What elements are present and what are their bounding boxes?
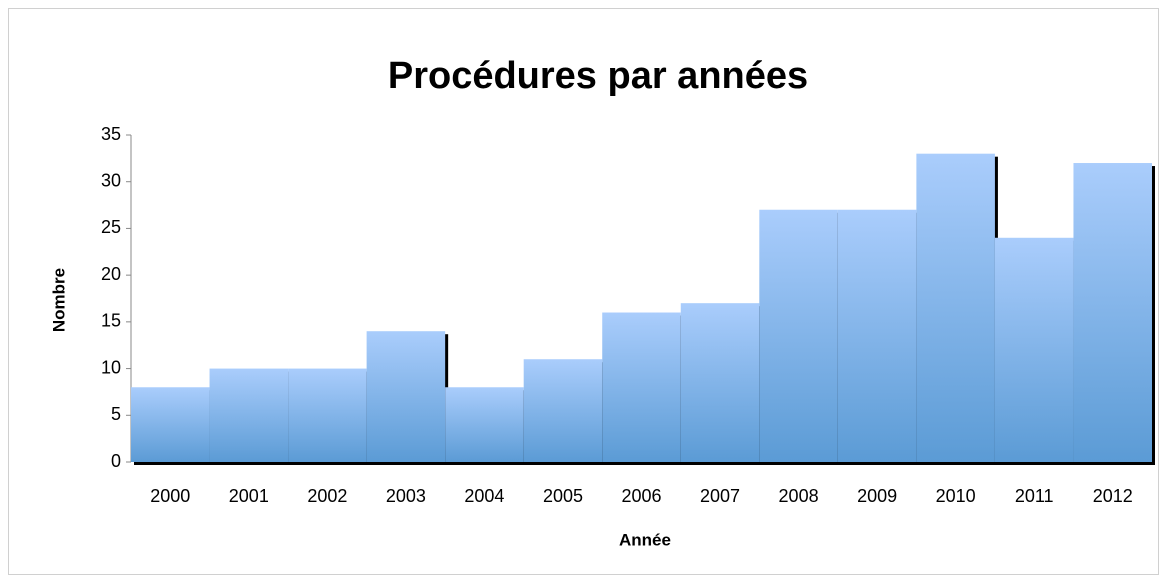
x-tick-label: 2003 bbox=[386, 486, 426, 506]
x-tick-label: 2004 bbox=[464, 486, 504, 506]
y-tick-label: 15 bbox=[101, 311, 121, 331]
y-axis-title: Nombre bbox=[49, 268, 68, 332]
bar bbox=[759, 209, 838, 462]
bar bbox=[445, 387, 524, 462]
x-tick-label: 2008 bbox=[779, 486, 819, 506]
y-tick-label: 5 bbox=[111, 404, 121, 424]
bar bbox=[602, 312, 681, 462]
x-tick-label: 2012 bbox=[1093, 486, 1133, 506]
bar bbox=[288, 368, 367, 462]
x-tick-label: 2001 bbox=[229, 486, 269, 506]
bar bbox=[994, 237, 1074, 462]
y-tick-label: 20 bbox=[101, 264, 121, 284]
chart-title: Procédures par années bbox=[388, 55, 808, 97]
x-tick-label: 2002 bbox=[307, 486, 347, 506]
x-axis-title: Année bbox=[619, 530, 671, 549]
bar bbox=[680, 303, 760, 462]
y-tick-label: 0 bbox=[111, 451, 121, 471]
bar bbox=[209, 368, 289, 462]
bar bbox=[916, 153, 995, 462]
y-tick-label: 25 bbox=[101, 217, 121, 237]
y-tick-label: 30 bbox=[101, 170, 121, 190]
bar bbox=[837, 209, 917, 462]
bar bbox=[1073, 163, 1152, 462]
y-tick-label: 10 bbox=[101, 357, 121, 377]
x-tick-label: 2007 bbox=[700, 486, 740, 506]
bar bbox=[523, 359, 603, 462]
x-tick-label: 2005 bbox=[543, 486, 583, 506]
bar bbox=[131, 387, 210, 462]
x-tick-label: 2011 bbox=[1015, 486, 1054, 506]
y-tick-label: 35 bbox=[101, 124, 121, 144]
x-tick-label: 2000 bbox=[150, 486, 190, 506]
bar bbox=[366, 331, 446, 462]
x-tick-label: 2006 bbox=[621, 486, 661, 506]
x-tick-label: 2009 bbox=[857, 486, 897, 506]
x-tick-label: 2010 bbox=[936, 486, 976, 506]
